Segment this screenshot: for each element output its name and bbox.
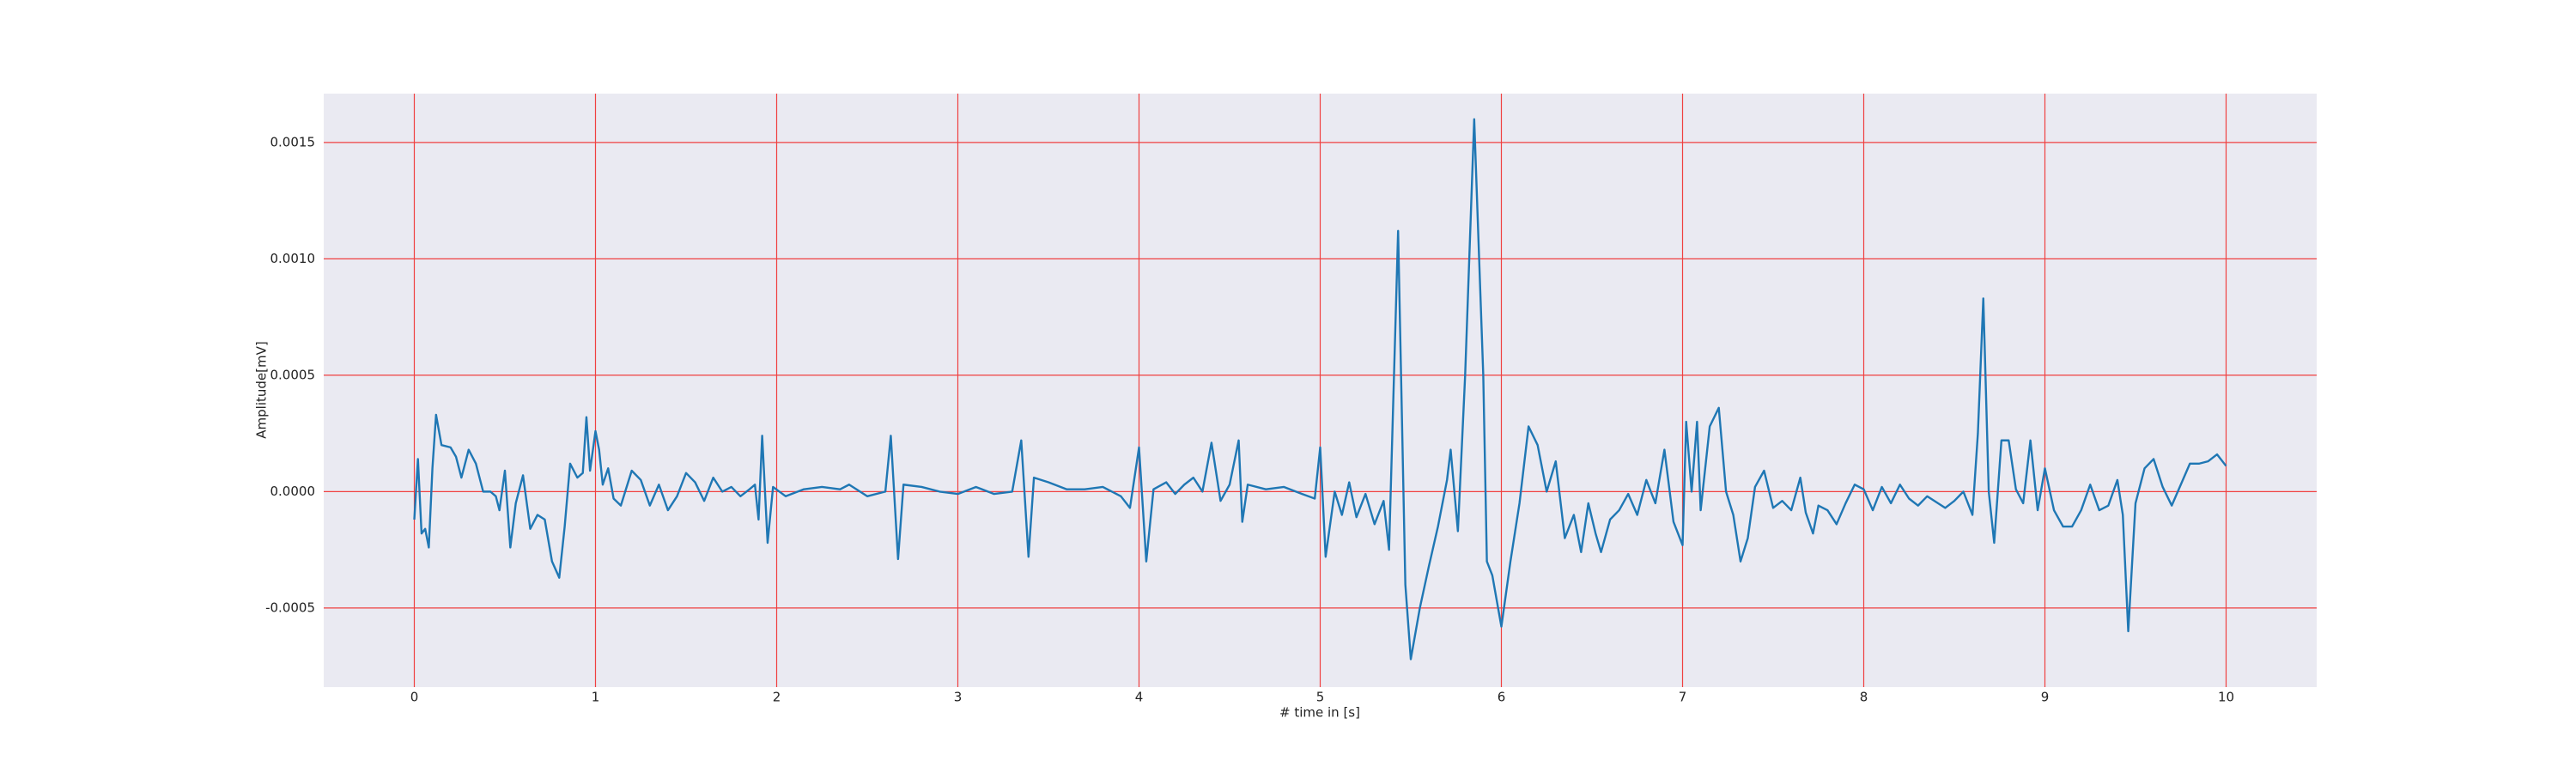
x-axis-label: # time in [s]: [1279, 705, 1360, 721]
signal-line: [413, 118, 2227, 660]
y-tick-label: 0.0005: [270, 367, 316, 382]
x-tick-label: 4: [1135, 690, 1144, 705]
y-tick-label: -0.0005: [265, 600, 315, 615]
y-tick-label: 0.0015: [270, 134, 316, 149]
x-tick-label: 7: [1679, 690, 1687, 705]
x-tick-label: 8: [1860, 690, 1868, 705]
x-tick-label: 3: [954, 690, 963, 705]
x-tick-label: 9: [2041, 690, 2050, 705]
x-tick-label: 2: [773, 690, 781, 705]
x-tick-label: 10: [2218, 690, 2234, 705]
x-tick-label: 1: [592, 690, 600, 705]
x-tick-label: 5: [1316, 690, 1325, 705]
y-tick-label: 0.0000: [270, 484, 316, 499]
y-axis-label: Amplitude[mV]: [254, 341, 270, 438]
y-tick-label: 0.0010: [270, 251, 316, 266]
x-tick-label: 6: [1498, 690, 1506, 705]
x-tick-label: 0: [410, 690, 419, 705]
